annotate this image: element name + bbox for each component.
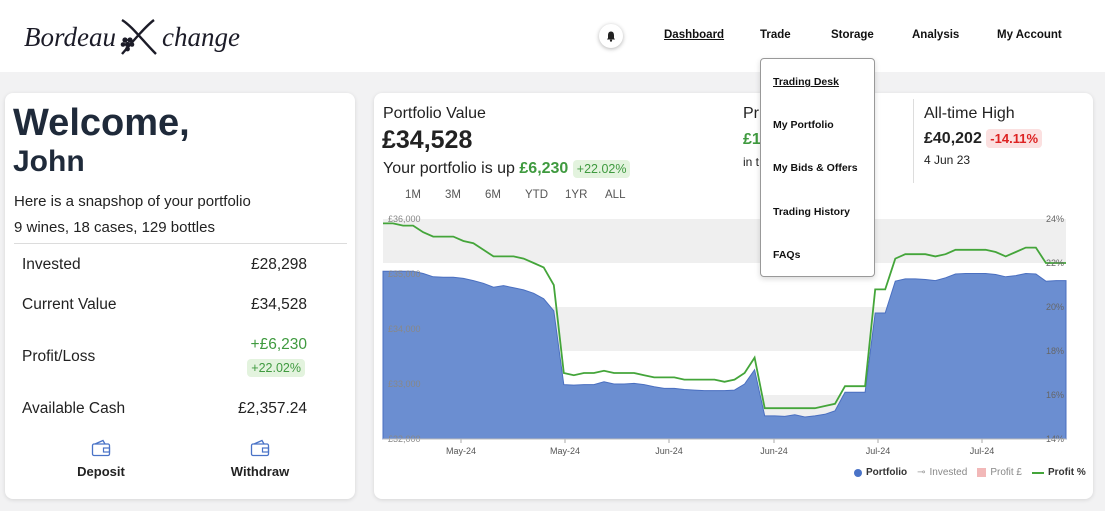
bell-icon bbox=[607, 31, 615, 42]
profit-loss-value: +£6,230 bbox=[250, 336, 307, 353]
deposit-button[interactable]: Deposit bbox=[61, 439, 141, 479]
snapshot-text: Here is a snapshop of your portfolio bbox=[14, 193, 251, 210]
portfolio-chart[interactable]: £32,000£33,000£34,000£35,000£36,000 14%1… bbox=[374, 211, 1093, 481]
stat-divider bbox=[913, 99, 914, 183]
profit-loss-label: Profit/Loss bbox=[22, 348, 96, 365]
legend-profit-gbp[interactable]: Profit £ bbox=[990, 467, 1022, 478]
time-range-selector: 1M 3M 6M YTD 1YR ALL bbox=[405, 189, 645, 201]
range-3m[interactable]: 3M bbox=[445, 189, 461, 201]
all-time-high-amount: £40,202 bbox=[924, 130, 982, 147]
y-right-tick-label: 22% bbox=[1046, 258, 1064, 268]
x-tick-label: Jun-24 bbox=[655, 446, 683, 456]
menu-item-my-bids-offers[interactable]: My Bids & Offers bbox=[773, 162, 858, 174]
logo-x-grapes-icon bbox=[120, 18, 157, 55]
y-left-tick-label: £35,000 bbox=[388, 269, 421, 279]
wallet-withdraw-icon bbox=[250, 439, 270, 457]
nav-storage[interactable]: Storage bbox=[831, 29, 874, 41]
trade-dropdown-menu: Trading Desk My Portfolio My Bids & Offe… bbox=[760, 58, 875, 277]
portfolio-value-card: Portfolio Value £34,528 Your portfolio i… bbox=[374, 93, 1093, 499]
y-left-tick-label: £36,000 bbox=[388, 214, 421, 224]
range-all[interactable]: ALL bbox=[605, 189, 626, 201]
available-cash-label: Available Cash bbox=[22, 400, 126, 417]
logo-text-left: Bordeau bbox=[24, 21, 116, 52]
legend-profit-pct-marker bbox=[1032, 471, 1044, 474]
top-bar: Bordeau change Dashboard Trade Storage A… bbox=[0, 0, 1105, 72]
y-right-tick-label: 20% bbox=[1046, 302, 1064, 312]
invested-value: £28,298 bbox=[250, 256, 307, 273]
legend-portfolio[interactable]: Portfolio bbox=[866, 467, 908, 478]
all-time-high-date: 4 Jun 23 bbox=[924, 153, 971, 167]
x-tick-label: Jul-24 bbox=[970, 446, 995, 456]
withdraw-label: Withdraw bbox=[230, 464, 290, 479]
nav-analysis[interactable]: Analysis bbox=[912, 29, 960, 41]
wallet-deposit-icon bbox=[91, 439, 111, 457]
profit-loss-pct-badge: +22.02% bbox=[247, 359, 305, 377]
notifications-bell-button[interactable] bbox=[599, 24, 623, 48]
chart-legend: Portfolio ⊸ Invested Profit £ Profit % bbox=[854, 467, 1086, 478]
x-tick-label: Jun-24 bbox=[760, 446, 788, 456]
legend-profit-marker bbox=[977, 468, 987, 477]
portfolio-up-text: Your portfolio is up £6,230 +22.02% bbox=[383, 160, 631, 178]
legend-invested[interactable]: Invested bbox=[929, 467, 968, 478]
x-tick-label: May-24 bbox=[550, 446, 580, 456]
menu-item-trading-history[interactable]: Trading History bbox=[773, 206, 851, 218]
profit-title-partial: Pr bbox=[743, 105, 759, 122]
x-tick-label: May-24 bbox=[446, 446, 476, 456]
all-time-high-title: All-time High bbox=[924, 105, 1015, 122]
legend-profit-pct[interactable]: Profit % bbox=[1048, 467, 1086, 478]
holdings-counts: 9 wines, 18 cases, 129 bottles bbox=[14, 219, 215, 236]
profit-sub-partial: in t bbox=[743, 155, 760, 169]
profit-pct-line-series bbox=[383, 222, 1066, 410]
logo-text-right: change bbox=[161, 21, 240, 52]
deposit-label: Deposit bbox=[77, 464, 125, 479]
portfolio-up-pct-badge: +22.02% bbox=[572, 160, 631, 178]
portfolio-summary-card: Welcome, John Here is a snapshop of your… bbox=[5, 93, 355, 499]
range-1yr[interactable]: 1YR bbox=[565, 189, 588, 201]
portfolio-value-amount: £34,528 bbox=[382, 126, 473, 154]
all-time-high-pct-badge: -14.11% bbox=[986, 129, 1042, 148]
available-cash-value: £2,357.24 bbox=[238, 400, 307, 417]
menu-item-my-portfolio[interactable]: My Portfolio bbox=[773, 119, 834, 131]
divider bbox=[14, 243, 347, 244]
current-value: £34,528 bbox=[250, 296, 307, 313]
portfolio-up-amount: £6,230 bbox=[519, 160, 569, 177]
nav-dashboard[interactable]: Dashboard bbox=[664, 29, 725, 41]
logo[interactable]: Bordeau change bbox=[24, 14, 240, 60]
y-right-tick-label: 18% bbox=[1046, 346, 1064, 356]
portfolio-up-label: Your portfolio is up bbox=[383, 160, 515, 177]
welcome-heading: Welcome, bbox=[13, 102, 190, 144]
range-ytd[interactable]: YTD bbox=[525, 189, 548, 201]
y-left-tick-label: £34,000 bbox=[388, 324, 421, 334]
withdraw-button[interactable]: Withdraw bbox=[220, 439, 300, 479]
y-right-tick-label: 16% bbox=[1046, 390, 1064, 400]
profit-loss-pct-wrap: +22.02% bbox=[247, 359, 305, 377]
legend-portfolio-marker bbox=[854, 468, 862, 477]
all-time-high-value: £40,202 -14.11% bbox=[924, 129, 1042, 148]
y-left-tick-label: £33,000 bbox=[388, 379, 421, 389]
portfolio-value-title: Portfolio Value bbox=[383, 105, 486, 122]
user-name: John bbox=[13, 145, 85, 178]
y-right-tick-label: 24% bbox=[1046, 214, 1064, 224]
menu-item-faqs[interactable]: FAQs bbox=[773, 249, 801, 261]
current-value-label: Current Value bbox=[22, 296, 117, 313]
chart-grid-band bbox=[383, 219, 1066, 263]
x-tick-label: Jul-24 bbox=[866, 446, 891, 456]
range-6m[interactable]: 6M bbox=[485, 189, 501, 201]
range-1m[interactable]: 1M bbox=[405, 189, 421, 201]
menu-item-trading-desk[interactable]: Trading Desk bbox=[773, 76, 839, 88]
portfolio-area-series bbox=[382, 270, 1067, 440]
nav-my-account[interactable]: My Account bbox=[997, 29, 1062, 41]
legend-invested-marker: ⊸ bbox=[917, 467, 926, 478]
invested-label: Invested bbox=[22, 256, 81, 273]
nav-trade[interactable]: Trade bbox=[760, 29, 791, 41]
profit-value-partial: £1 bbox=[743, 131, 761, 148]
